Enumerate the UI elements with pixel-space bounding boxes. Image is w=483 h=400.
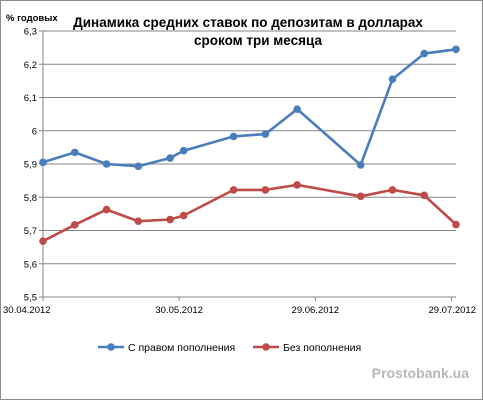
chart-title-line-1: Динамика средних ставок по депозитам в д… [73,15,423,30]
data-point [229,186,238,194]
data-point [388,75,397,84]
data-point [261,130,270,138]
legend-marker [262,343,270,351]
data-point [452,220,460,229]
y-tick-label: 5,6 [24,259,37,270]
y-axis-unit-label: % годовых [6,13,58,24]
data-point [356,192,365,201]
y-tick-label: 5,8 [24,193,37,204]
data-point [356,161,365,169]
data-point [293,105,301,113]
x-tick-label: 30.05.2012 [155,305,203,316]
y-tick-label: 5,7 [24,226,37,237]
data-point [102,160,111,168]
legend-marker [107,343,115,351]
data-point [134,162,143,171]
y-tick-label: 5,9 [24,160,37,171]
watermark-text: Prostobank.ua [372,365,469,381]
x-tick-label: 29.07.2012 [428,305,476,316]
series-group [39,45,460,245]
data-point [179,211,188,220]
y-tick-label: 6,2 [24,60,37,71]
data-point [166,154,174,162]
gridlines [43,30,456,265]
data-point [452,45,460,54]
data-point [229,132,238,141]
data-point [420,49,429,58]
x-tick-label: 30.04.2012 [3,305,51,316]
legend-label: С правом пополнения [128,342,235,354]
data-point [134,217,143,225]
data-point [166,215,174,224]
data-point [261,186,270,194]
x-tick-label: 29.06.2012 [292,305,340,316]
data-point [388,186,397,194]
y-tick-label: 6,3 [24,27,37,38]
series-line [42,48,457,168]
legend-label: Без пополнения [283,342,361,354]
y-tick-label: 6,1 [24,93,37,104]
data-point [293,181,301,189]
data-point [102,205,111,214]
y-axis-ticks: 5,5 5,6 5,7 5,8 5,9 6 6,1 6,2 6,3 [24,27,43,304]
data-point [70,148,79,157]
chart-title-line-2: сроком три месяца [194,33,322,48]
y-tick-label: 5,5 [24,293,37,304]
y-tick-label: 6 [32,126,37,137]
data-point [39,237,47,245]
data-point [70,221,79,229]
data-point [39,158,47,167]
data-point [420,191,429,200]
data-point [179,146,188,155]
legend: С правом пополнения Без пополнения [98,342,361,354]
x-axis-ticks: 30.04.2012 30.05.2012 29.06.2012 29.07.2012 [3,297,476,316]
